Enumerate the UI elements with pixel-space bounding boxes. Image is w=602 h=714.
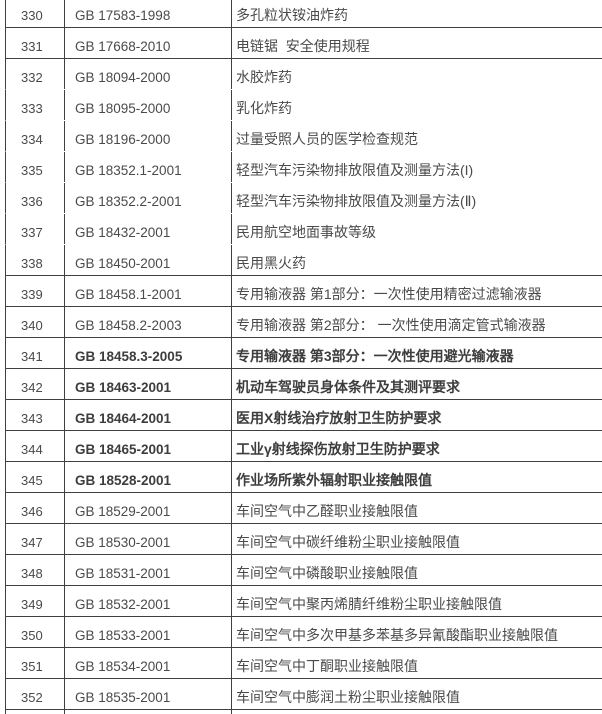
row-number-cell: 347	[21, 534, 43, 550]
table-row: 330 GB 17583-1998 多孔粒状铵油炸药	[5, 0, 602, 27]
standard-title-cell: 车间空气中磷酸职业接触限值	[231, 555, 602, 585]
row-number-cell: 346	[21, 503, 43, 519]
row-number-cell: 331	[21, 38, 43, 54]
table-row: 333 GB 18095-2000 乳化炸药	[5, 89, 602, 120]
standard-title-cell: 民用黑火药	[231, 245, 602, 275]
standard-code-cell: GB 18196-2000	[64, 121, 231, 151]
standard-code-cell: GB 18458.3-2005	[64, 338, 231, 368]
standard-title-cell: 医用X射线治疗放射卫生防护要求	[231, 400, 602, 430]
table-row: 340 GB 18458.2-2003 专用输液器 第2部分： 一次性使用滴定管…	[5, 306, 602, 337]
standards-table: 330 GB 17583-1998 多孔粒状铵油炸药 331 GB 17668-…	[5, 0, 602, 714]
standard-code-cell: GB 18458.1-2001	[64, 276, 231, 306]
row-number-cell: 344	[21, 441, 43, 457]
table-row: 338 GB 18450-2001 民用黑火药	[5, 244, 602, 275]
standard-title-cell: 机动车驾驶员身体条件及其测评要求	[231, 369, 602, 399]
standard-title-cell: 车间空气中聚丙烯腈纤维粉尘职业接触限值	[231, 586, 602, 616]
standard-title-cell: 作业场所紫外辐射职业接触限值	[231, 462, 602, 492]
row-number-cell	[6, 710, 64, 714]
table-row: 352 GB 18535-2001 车间空气中膨润土粉尘职业接触限值	[5, 678, 602, 709]
standard-title-cell: 乳化炸药	[231, 90, 602, 120]
table-row: 344 GB 18465-2001 工业γ射线探伤放射卫生防护要求	[5, 430, 602, 461]
row-number-cell: 336	[21, 193, 43, 209]
standard-code-cell: GB 18352.2-2001	[64, 183, 231, 213]
standard-title-cell: 车间空气中乙醛职业接触限值	[231, 493, 602, 523]
standard-title-cell: 车间空气中膨润土粉尘职业接触限值	[231, 679, 602, 709]
row-number-cell: 332	[21, 69, 43, 85]
table-row: 346 GB 18529-2001 车间空气中乙醛职业接触限值	[5, 492, 602, 523]
standard-title-cell: 车间空气中丁酮职业接触限值	[231, 648, 602, 678]
row-number-cell: 340	[21, 317, 43, 333]
table-row: 349 GB 18532-2001 车间空气中聚丙烯腈纤维粉尘职业接触限值	[5, 585, 602, 616]
standard-code-cell: GB 18450-2001	[64, 245, 231, 275]
standard-code-cell: GB 17583-1998	[64, 0, 231, 27]
table-row: 347 GB 18530-2001 车间空气中碳纤维粉尘职业接触限值	[5, 523, 602, 554]
standard-title-cell: 专用输液器 第2部分： 一次性使用滴定管式输液器	[231, 307, 602, 337]
table-row: 339 GB 18458.1-2001 专用输液器 第1部分：一次性使用精密过滤…	[5, 275, 602, 306]
standard-title-cell: 民用航空地面事故等级	[231, 214, 602, 244]
row-number-cell: 333	[21, 100, 43, 116]
row-number-cell: 342	[21, 379, 43, 395]
row-number-cell: 330	[21, 7, 43, 23]
row-number-cell: 352	[21, 689, 43, 705]
table-row: 335 GB 18352.1-2001 轻型汽车污染物排放限值及测量方法(I)	[5, 151, 602, 182]
standard-code-cell: GB 18531-2001	[64, 555, 231, 585]
table-row: 343 GB 18464-2001 医用X射线治疗放射卫生防护要求	[5, 399, 602, 430]
standard-title-cell: 多孔粒状铵油炸药	[231, 0, 602, 27]
standard-code-cell	[64, 710, 231, 714]
table-row: 341 GB 18458.3-2005 专用输液器 第3部分：一次性使用避光输液…	[5, 337, 602, 368]
standard-code-cell: GB 18534-2001	[64, 648, 231, 678]
row-number-cell: 343	[21, 410, 43, 426]
row-number-cell: 338	[21, 255, 43, 271]
standard-title-cell: 车间空气中多次甲基多苯基多异氰酸酯职业接触限值	[231, 617, 602, 647]
table-row: 345 GB 18528-2001 作业场所紫外辐射职业接触限值	[5, 461, 602, 492]
table-row: 348 GB 18531-2001 车间空气中磷酸职业接触限值	[5, 554, 602, 585]
row-number-cell: 339	[21, 286, 43, 302]
table-row: 351 GB 18534-2001 车间空气中丁酮职业接触限值	[5, 647, 602, 678]
row-number-cell: 345	[21, 472, 43, 488]
standard-code-cell: GB 18095-2000	[64, 90, 231, 120]
row-number-cell: 337	[21, 224, 43, 240]
standard-code-cell: GB 18458.2-2003	[64, 307, 231, 337]
standard-title-cell: 车间空气中碳纤维粉尘职业接触限值	[231, 524, 602, 554]
table-row: 337 GB 18432-2001 民用航空地面事故等级	[5, 213, 602, 244]
row-number-cell: 334	[21, 131, 43, 147]
standard-title-cell: 专用输液器 第1部分：一次性使用精密过滤输液器	[231, 276, 602, 306]
standard-code-cell: GB 17668-2010	[64, 28, 231, 58]
row-number-cell: 341	[21, 348, 43, 364]
table-row: 331 GB 17668-2010 电链锯 安全使用规程	[5, 27, 602, 58]
row-number-cell: 349	[21, 596, 43, 612]
standard-title-cell: 轻型汽车污染物排放限值及测量方法(I)	[231, 152, 602, 182]
standard-title-cell: 轻型汽车污染物排放限值及测量方法(Ⅱ)	[231, 183, 602, 213]
table-row: 342 GB 18463-2001 机动车驾驶员身体条件及其测评要求	[5, 368, 602, 399]
standard-code-cell: GB 18535-2001	[64, 679, 231, 709]
standard-title-cell: 工业γ射线探伤放射卫生防护要求	[231, 431, 602, 461]
standard-code-cell: GB 18529-2001	[64, 493, 231, 523]
table-row: 350 GB 18533-2001 车间空气中多次甲基多苯基多异氰酸酯职业接触限…	[5, 616, 602, 647]
table-row	[5, 709, 602, 714]
standard-code-cell: GB 18094-2000	[64, 59, 231, 89]
standard-code-cell: GB 18464-2001	[64, 400, 231, 430]
standard-code-cell: GB 18465-2001	[64, 431, 231, 461]
row-number-cell: 351	[21, 658, 43, 674]
standard-code-cell: GB 18528-2001	[64, 462, 231, 492]
table-row: 332 GB 18094-2000 水胶炸药	[5, 58, 602, 89]
row-number-cell: 350	[21, 627, 43, 643]
standard-code-cell: GB 18432-2001	[64, 214, 231, 244]
standard-code-cell: GB 18463-2001	[64, 369, 231, 399]
standard-title-cell: 电链锯 安全使用规程	[231, 28, 602, 58]
standard-title-cell	[231, 710, 602, 714]
standard-code-cell: GB 18532-2001	[64, 586, 231, 616]
standard-title-cell: 专用输液器 第3部分：一次性使用避光输液器	[231, 338, 602, 368]
standard-code-cell: GB 18533-2001	[64, 617, 231, 647]
row-number-cell: 335	[21, 162, 43, 178]
standard-title-cell: 水胶炸药	[231, 59, 602, 89]
row-number-cell: 348	[21, 565, 43, 581]
standard-code-cell: GB 18352.1-2001	[64, 152, 231, 182]
table-row: 336 GB 18352.2-2001 轻型汽车污染物排放限值及测量方法(Ⅱ)	[5, 182, 602, 213]
standard-title-cell: 过量受照人员的医学检查规范	[231, 121, 602, 151]
table-row: 334 GB 18196-2000 过量受照人员的医学检查规范	[5, 120, 602, 151]
standard-code-cell: GB 18530-2001	[64, 524, 231, 554]
